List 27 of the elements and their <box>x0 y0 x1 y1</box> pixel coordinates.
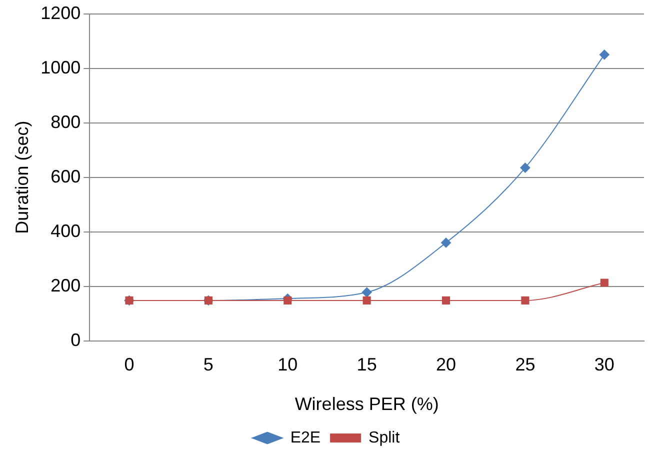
y-tick-label: 0 <box>70 330 81 350</box>
point <box>362 287 372 298</box>
y-tick-label: 1000 <box>40 57 81 78</box>
x-tick-label: 25 <box>515 354 536 375</box>
y-tick-label: 800 <box>50 112 81 132</box>
point <box>284 296 292 305</box>
point <box>520 162 530 173</box>
y-axis-title: Duration (sec) <box>12 120 32 234</box>
x-tick-label: 5 <box>203 354 214 375</box>
x-tick-label: 20 <box>436 354 456 375</box>
x-tick-label: 15 <box>356 354 377 375</box>
x-tick-label: 30 <box>594 354 614 375</box>
y-tick-label: 600 <box>50 166 81 186</box>
legend-label: E2E <box>290 429 321 446</box>
point <box>599 50 610 60</box>
point <box>442 296 450 305</box>
x-tick-label: 0 <box>124 354 134 375</box>
y-tick-label: 200 <box>50 275 81 296</box>
point <box>441 238 452 248</box>
point <box>600 278 608 287</box>
x-tick-label: 10 <box>278 354 298 375</box>
point <box>521 296 530 305</box>
x-axis-title: Wireless PER (%) <box>294 394 439 414</box>
point <box>362 296 371 305</box>
legend-label: Split <box>368 429 400 446</box>
y-tick-label: 1200 <box>40 2 81 23</box>
y-tick-label: 400 <box>50 220 81 241</box>
